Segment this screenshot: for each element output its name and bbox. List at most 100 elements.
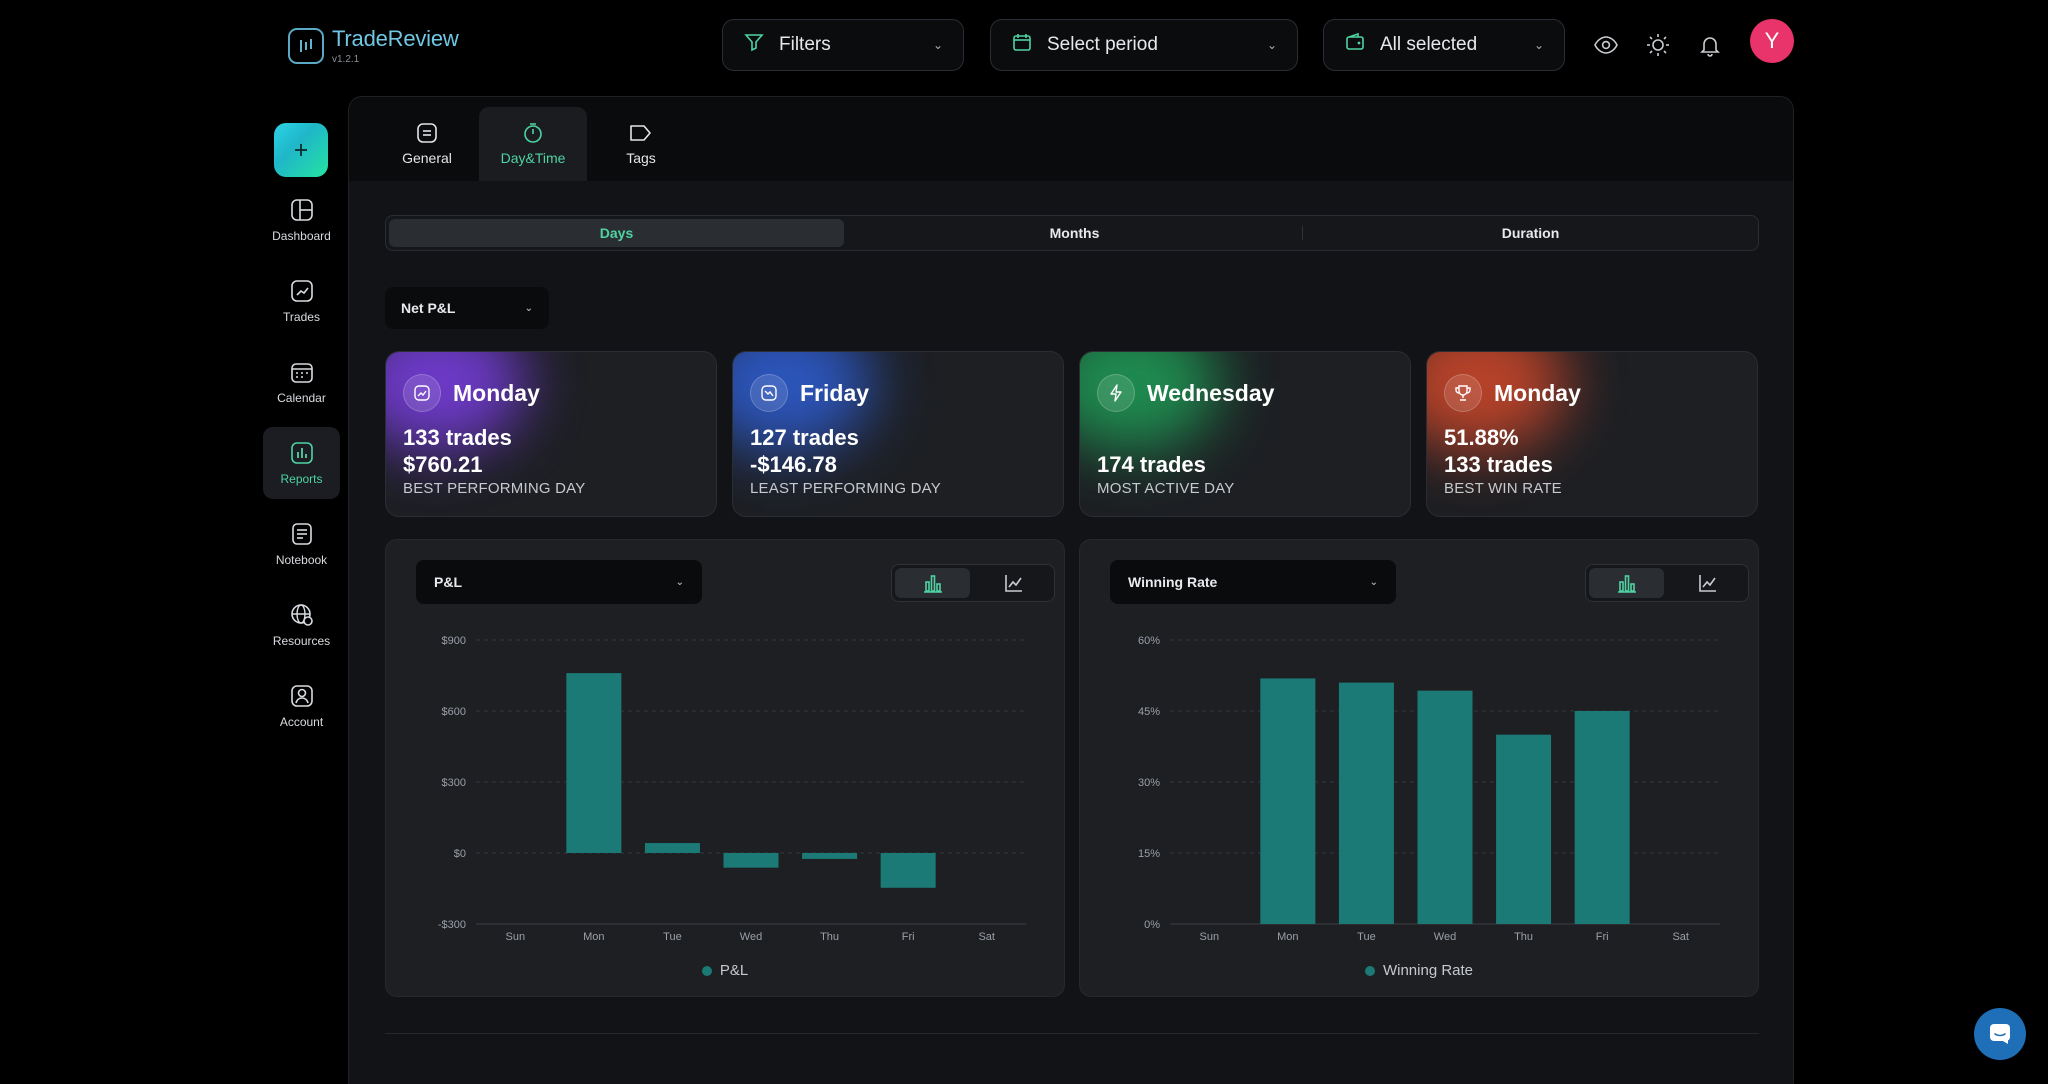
line-chart-icon — [1698, 575, 1716, 592]
x-tick-label: Thu — [1514, 931, 1533, 943]
general-icon — [417, 123, 437, 143]
x-tick-label: Mon — [583, 931, 604, 943]
sidebar-item-account[interactable]: Account — [263, 670, 340, 742]
tab-tags[interactable]: Tags — [587, 107, 695, 181]
stat-card-best-day: Monday 133 trades $760.21 BEST PERFORMIN… — [385, 351, 717, 517]
x-tick-label: Sat — [978, 931, 995, 943]
sidebar-item-reports[interactable]: Reports — [263, 427, 340, 499]
period-select[interactable]: Select period ⌄ — [990, 19, 1298, 71]
x-tick-label: Sun — [1199, 931, 1219, 943]
chart-panel-win-rate: Winning Rate ⌄ 60% 45% 30% 15% 0% Sun Mon Tue We… — [1079, 539, 1759, 997]
chevron-down-icon: ⌄ — [932, 38, 943, 52]
y-tick-label: 30% — [1138, 777, 1160, 789]
sidebar-item-resources[interactable]: Resources — [263, 589, 340, 661]
tab-general[interactable]: General — [373, 107, 481, 181]
stat-card-most-active: Wednesday 174 trades MOST ACTIVE DAY — [1079, 351, 1411, 517]
sidebar-item-trades[interactable]: Trades — [263, 265, 340, 337]
logo-icon — [288, 27, 324, 64]
y-tick-label: $900 — [442, 635, 466, 647]
x-tick-label: Fri — [1596, 931, 1609, 943]
chart-legend: P&L — [386, 962, 1064, 979]
y-tick-label: 60% — [1138, 635, 1160, 647]
trend-down-icon — [750, 374, 788, 412]
chevron-down-icon: ⌄ — [1369, 576, 1378, 588]
avatar[interactable]: Y — [1750, 19, 1794, 63]
line-chart-toggle[interactable] — [1670, 568, 1745, 598]
card-value: -$146.78 — [750, 452, 837, 477]
reports-panel: General Day&Time Tags Days Months Durati… — [348, 96, 1794, 1084]
sidebar-item-label: Reports — [280, 472, 323, 486]
chart-legend: Winning Rate — [1080, 962, 1758, 979]
bar[interactable] — [566, 673, 622, 853]
tab-day-time[interactable]: Day&Time — [479, 107, 587, 181]
chart-metric-select[interactable]: Winning Rate ⌄ — [1110, 560, 1396, 604]
card-trades — [1097, 424, 1393, 451]
filters-button[interactable]: Filters ⌄ — [722, 19, 964, 71]
x-tick-label: Mon — [1277, 931, 1298, 943]
segment-days[interactable]: Days — [389, 219, 844, 247]
app-version: v1.2.1 — [332, 54, 360, 65]
trend-up-icon — [403, 374, 441, 412]
sidebar-item-label: Notebook — [275, 553, 328, 567]
x-tick-label: Wed — [740, 931, 762, 943]
card-day: Monday — [453, 379, 540, 406]
section-divider — [385, 1033, 1759, 1034]
chat-support-button[interactable] — [1974, 1008, 2026, 1060]
sidebar-item-dashboard[interactable]: Dashboard — [263, 184, 340, 256]
account-icon — [290, 685, 313, 707]
plus-icon — [295, 144, 307, 156]
bell-icon[interactable] — [1693, 28, 1727, 62]
bar[interactable] — [802, 853, 858, 859]
app-logo[interactable]: TradeReview v1.2.1 — [288, 26, 459, 65]
sidebar-item-label: Account — [279, 715, 324, 729]
bar[interactable] — [644, 843, 700, 853]
eye-icon[interactable] — [1589, 28, 1623, 62]
chart-metric-select[interactable]: P&L ⌄ — [416, 560, 702, 604]
tab-label: Day&Time — [500, 150, 566, 166]
win-rate-bar-chart: 60% 45% 30% 15% 0% Sun Mon Tue Wed Thu Fri Sat — [1138, 635, 1720, 943]
y-tick-label: $600 — [442, 706, 466, 718]
bar-chart-icon — [1617, 575, 1636, 593]
card-label: LEAST PERFORMING DAY — [750, 480, 941, 497]
bar[interactable] — [1417, 690, 1473, 924]
metric-select-value: Net P&L — [401, 300, 456, 316]
legend-swatch — [701, 965, 712, 976]
calendar-icon — [290, 363, 313, 383]
card-label: BEST WIN RATE — [1444, 480, 1562, 497]
sidebar-item-notebook[interactable]: Notebook — [263, 508, 340, 580]
y-tick-label: 45% — [1138, 706, 1160, 718]
bar[interactable] — [1574, 711, 1630, 924]
line-chart-toggle[interactable] — [976, 568, 1051, 598]
y-tick-label: -$300 — [438, 919, 466, 931]
accounts-label: All selected — [1380, 34, 1478, 55]
trophy-icon — [1444, 374, 1482, 412]
chevron-down-icon: ⌄ — [675, 576, 684, 588]
bar-chart-toggle[interactable] — [1589, 568, 1664, 598]
segment-duration[interactable]: Duration — [1501, 225, 1560, 241]
chart-select-value: Winning Rate — [1128, 574, 1218, 590]
x-tick-label: Tue — [663, 931, 682, 943]
x-tick-label: Fri — [902, 931, 915, 943]
tag-icon — [630, 125, 651, 141]
add-button[interactable] — [274, 123, 328, 177]
sidebar-item-label: Trades — [283, 310, 320, 324]
card-trades: 127 trades — [750, 425, 859, 450]
card-value: 174 trades — [1097, 452, 1206, 477]
resources-icon — [290, 604, 313, 626]
sidebar-item-calendar[interactable]: Calendar — [263, 346, 340, 418]
segment-months[interactable]: Months — [1049, 225, 1100, 241]
chat-icon — [1990, 1024, 2010, 1044]
bar[interactable] — [1496, 734, 1552, 924]
metric-select[interactable]: Net P&L ⌄ — [385, 287, 549, 329]
accounts-select[interactable]: All selected ⌄ — [1323, 19, 1565, 71]
stopwatch-icon — [524, 123, 542, 143]
bar-chart-toggle[interactable] — [895, 568, 970, 598]
chevron-down-icon: ⌄ — [1533, 38, 1544, 52]
bar[interactable] — [1260, 678, 1316, 924]
sun-icon[interactable] — [1641, 28, 1675, 62]
bar[interactable] — [723, 853, 779, 868]
card-label: MOST ACTIVE DAY — [1097, 480, 1235, 497]
bar[interactable] — [1338, 682, 1394, 924]
card-value: $760.21 — [403, 452, 483, 477]
bar[interactable] — [880, 853, 936, 888]
